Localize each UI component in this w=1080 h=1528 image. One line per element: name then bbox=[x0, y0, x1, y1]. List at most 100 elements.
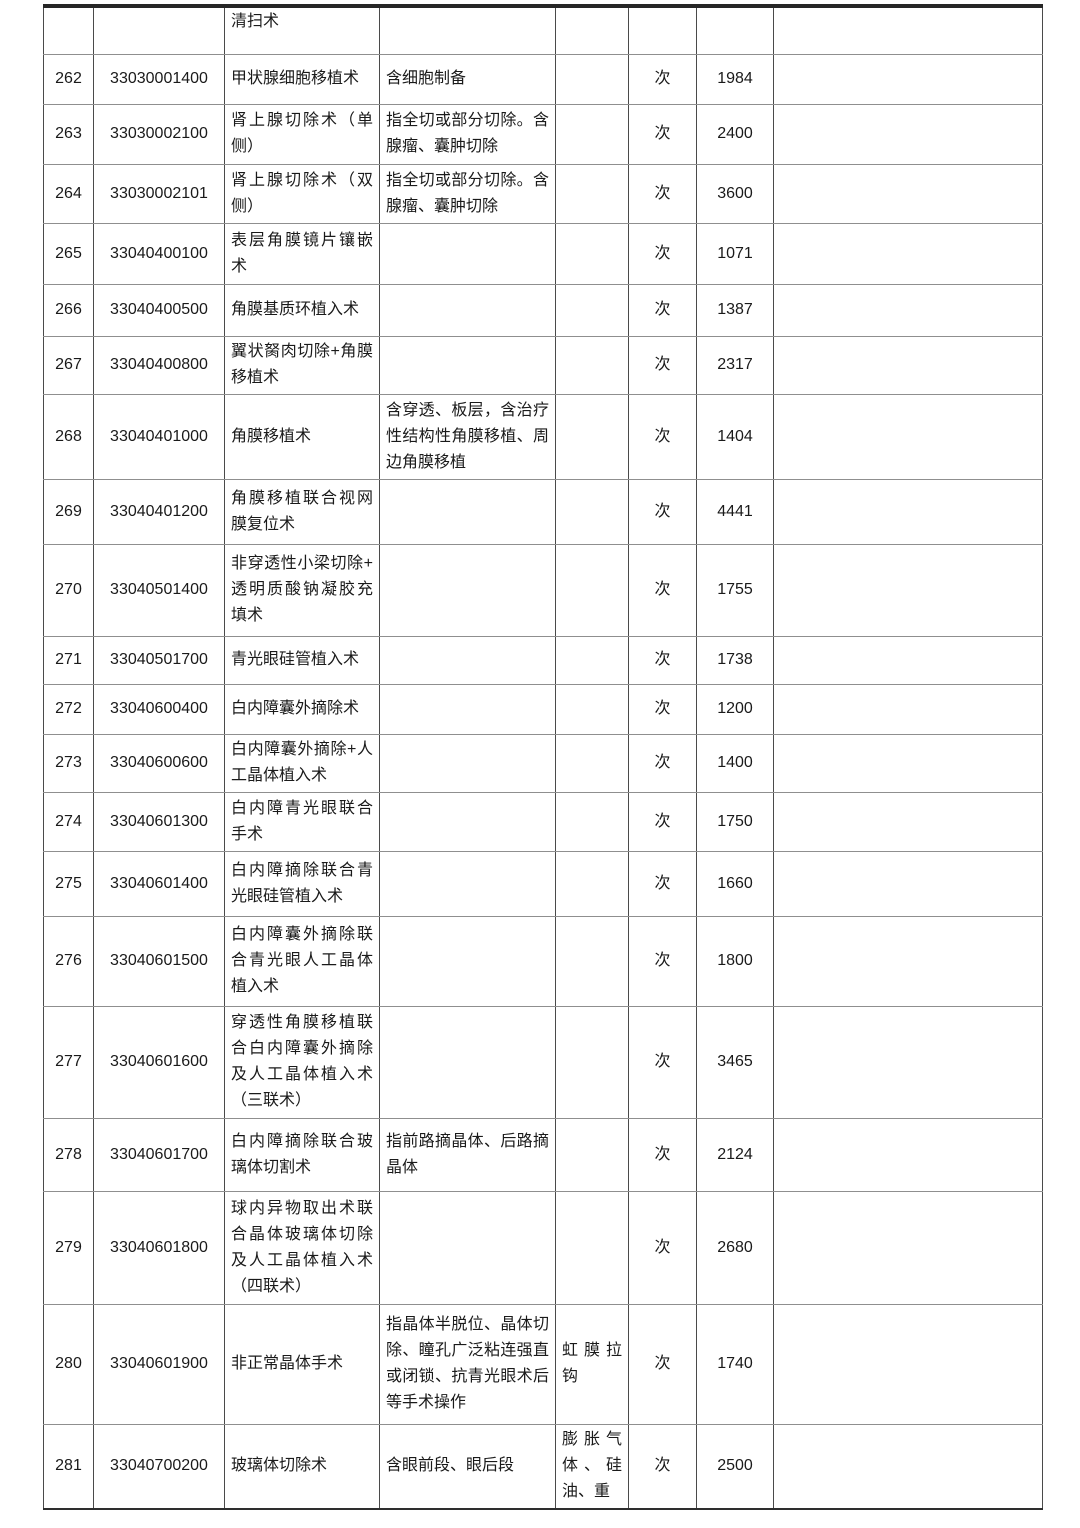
item-desc-cell bbox=[379, 478, 556, 545]
item-name-cell: 白内障摘除联合玻璃体切割术 bbox=[224, 1117, 380, 1192]
notes-cell bbox=[773, 635, 1043, 685]
table-row: 264 33030002101 肾上腺切除术（双侧） 指全切或部分切除。含腺瘤、… bbox=[43, 163, 1043, 224]
table-row: 281 33040700200 玻璃体切除术 含眼前段、眼后段 膨胀气体、硅油、… bbox=[43, 1423, 1043, 1510]
item-code-cell: 33030002101 bbox=[93, 163, 225, 224]
table-row: 273 33040600600 白内障囊外摘除+人工晶体植入术 次 1400 bbox=[43, 733, 1043, 793]
notes-cell bbox=[773, 53, 1043, 105]
item-exclusion-cell bbox=[555, 53, 629, 105]
unit-cell: 次 bbox=[628, 635, 697, 685]
item-name-cell: 球内异物取出术联合晶体玻璃体切除及人工晶体植入术（四联术） bbox=[224, 1190, 380, 1305]
item-desc-cell: 含穿透、板层，含治疗性结构性角膜移植、周边角膜移植 bbox=[379, 393, 556, 480]
row-number-cell: 263 bbox=[43, 103, 94, 165]
unit-cell: 次 bbox=[628, 335, 697, 395]
item-code-cell: 33040601700 bbox=[93, 1117, 225, 1192]
price-cell: 1200 bbox=[696, 683, 774, 735]
item-desc-cell bbox=[379, 850, 556, 917]
item-name-cell: 表层角膜镜片镶嵌术 bbox=[224, 222, 380, 285]
table-row: 263 33030002100 肾上腺切除术（单侧） 指全切或部分切除。含腺瘤、… bbox=[43, 103, 1043, 165]
row-number-cell: 267 bbox=[43, 335, 94, 395]
item-desc-cell bbox=[379, 222, 556, 285]
price-cell: 1400 bbox=[696, 733, 774, 793]
notes-cell bbox=[773, 733, 1043, 793]
item-desc-cell bbox=[379, 335, 556, 395]
unit-cell: 次 bbox=[628, 283, 697, 337]
item-name-cell: 角膜基质环植入术 bbox=[224, 283, 380, 337]
price-cell: 1738 bbox=[696, 635, 774, 685]
unit-cell: 次 bbox=[628, 1005, 697, 1119]
item-code-cell: 33030001400 bbox=[93, 53, 225, 105]
item-exclusion-cell bbox=[555, 683, 629, 735]
notes-cell bbox=[773, 103, 1043, 165]
notes-cell bbox=[773, 1005, 1043, 1119]
item-exclusion-cell bbox=[555, 1117, 629, 1192]
row-number-cell: 280 bbox=[43, 1303, 94, 1425]
row-number-cell: 271 bbox=[43, 635, 94, 685]
unit-cell: 次 bbox=[628, 683, 697, 735]
item-exclusion-cell bbox=[555, 791, 629, 852]
row-number-cell: 272 bbox=[43, 683, 94, 735]
unit-cell: 次 bbox=[628, 478, 697, 545]
notes-cell bbox=[773, 791, 1043, 852]
item-name-cell: 清扫术 bbox=[224, 5, 380, 55]
notes-cell bbox=[773, 850, 1043, 917]
item-desc-cell: 指全切或部分切除。含腺瘤、囊肿切除 bbox=[379, 163, 556, 224]
item-exclusion-cell: 虹膜拉钩 bbox=[555, 1303, 629, 1425]
row-number-cell: 269 bbox=[43, 478, 94, 545]
item-name-cell: 白内障青光眼联合手术 bbox=[224, 791, 380, 852]
unit-cell: 次 bbox=[628, 915, 697, 1007]
item-code-cell: 33040400100 bbox=[93, 222, 225, 285]
unit-cell: 次 bbox=[628, 733, 697, 793]
notes-cell bbox=[773, 915, 1043, 1007]
item-code-cell: 33040600600 bbox=[93, 733, 225, 793]
row-number-cell: 279 bbox=[43, 1190, 94, 1305]
notes-cell bbox=[773, 1117, 1043, 1192]
price-cell: 1387 bbox=[696, 283, 774, 337]
item-code-cell: 33040501400 bbox=[93, 543, 225, 637]
item-exclusion-cell bbox=[555, 335, 629, 395]
table-row: 271 33040501700 青光眼硅管植入术 次 1738 bbox=[43, 635, 1043, 685]
item-name-cell: 角膜移植术 bbox=[224, 393, 380, 480]
item-name-cell: 白内障囊外摘除术 bbox=[224, 683, 380, 735]
row-number-cell: 273 bbox=[43, 733, 94, 793]
price-cell: 1660 bbox=[696, 850, 774, 917]
table-row: 276 33040601500 白内障囊外摘除联合青光眼人工晶体植入术 次 18… bbox=[43, 915, 1043, 1007]
item-code-cell: 33040401200 bbox=[93, 478, 225, 545]
unit-cell: 次 bbox=[628, 53, 697, 105]
notes-cell bbox=[773, 393, 1043, 480]
item-code-cell: 33040600400 bbox=[93, 683, 225, 735]
price-cell: 1984 bbox=[696, 53, 774, 105]
notes-cell bbox=[773, 1423, 1043, 1510]
price-table: 清扫术 262 33030001400 甲状腺细胞移植术 含细胞制备 次 198… bbox=[43, 4, 1043, 1510]
price-cell: 1740 bbox=[696, 1303, 774, 1425]
item-name-cell: 青光眼硅管植入术 bbox=[224, 635, 380, 685]
item-code-cell: 33040400800 bbox=[93, 335, 225, 395]
item-name-cell: 白内障囊外摘除联合青光眼人工晶体植入术 bbox=[224, 915, 380, 1007]
item-name-cell: 甲状腺细胞移植术 bbox=[224, 53, 380, 105]
price-cell bbox=[696, 5, 774, 55]
price-cell: 1800 bbox=[696, 915, 774, 1007]
item-exclusion-cell bbox=[555, 5, 629, 55]
unit-cell bbox=[628, 5, 697, 55]
price-cell: 3600 bbox=[696, 163, 774, 224]
price-cell: 1755 bbox=[696, 543, 774, 637]
table-row: 268 33040401000 角膜移植术 含穿透、板层，含治疗性结构性角膜移植… bbox=[43, 393, 1043, 480]
table-row: 274 33040601300 白内障青光眼联合手术 次 1750 bbox=[43, 791, 1043, 852]
unit-cell: 次 bbox=[628, 163, 697, 224]
price-cell: 2317 bbox=[696, 335, 774, 395]
item-exclusion-cell bbox=[555, 733, 629, 793]
price-cell: 3465 bbox=[696, 1005, 774, 1119]
unit-cell: 次 bbox=[628, 1190, 697, 1305]
item-desc-cell bbox=[379, 5, 556, 55]
item-exclusion-cell bbox=[555, 283, 629, 337]
row-number-cell: 281 bbox=[43, 1423, 94, 1510]
notes-cell bbox=[773, 335, 1043, 395]
row-number-cell: 274 bbox=[43, 791, 94, 852]
item-exclusion-cell bbox=[555, 543, 629, 637]
row-number-cell: 278 bbox=[43, 1117, 94, 1192]
item-desc-cell bbox=[379, 543, 556, 637]
item-name-cell: 肾上腺切除术（单侧） bbox=[224, 103, 380, 165]
notes-cell bbox=[773, 543, 1043, 637]
item-name-cell: 角膜移植联合视网膜复位术 bbox=[224, 478, 380, 545]
notes-cell bbox=[773, 5, 1043, 55]
table-row: 277 33040601600 穿透性角膜移植联合白内障囊外摘除及人工晶体植入术… bbox=[43, 1005, 1043, 1119]
